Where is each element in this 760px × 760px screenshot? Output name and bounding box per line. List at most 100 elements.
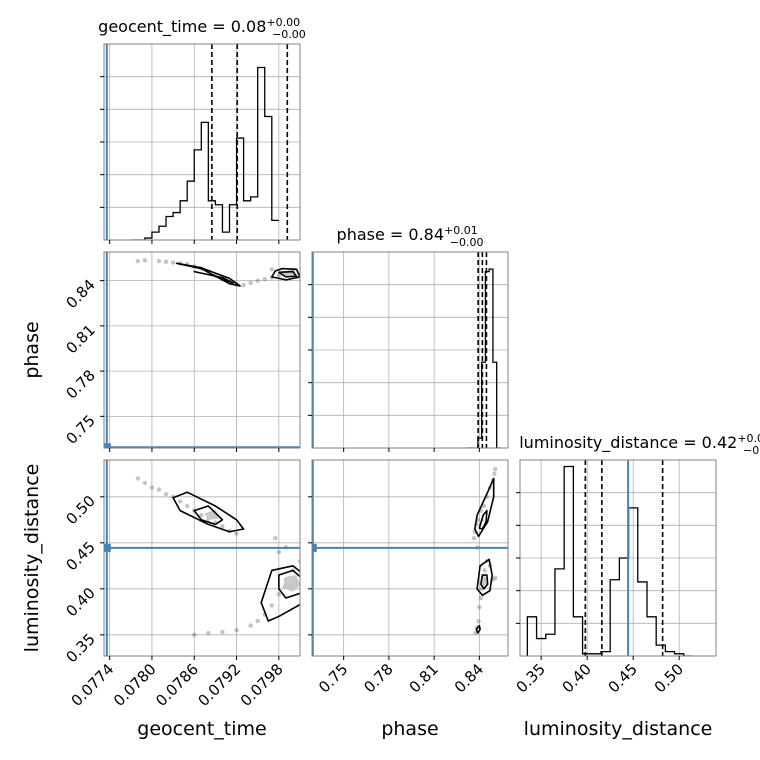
contour-ogtph-3 <box>278 270 298 278</box>
sample-point-ogtph-2 <box>170 260 176 265</box>
sample-point-ophld-0 <box>455 453 459 457</box>
xtick-label-ld-2: 0.45 <box>605 660 641 696</box>
panel-title-down-ph: −0.00 <box>450 236 484 249</box>
ylabel-ld: luminosity_distance <box>21 464 43 653</box>
scatter-frame-ophld <box>311 459 509 657</box>
ytick-label-ph-2: 0.81 <box>62 321 98 357</box>
xtick-label-gt-0: 0.0774 <box>68 660 118 710</box>
xtick-label-gt-3: 0.0792 <box>195 660 245 710</box>
hist-line-gt <box>130 66 279 240</box>
truth-marker-ogtld <box>104 543 111 552</box>
sample-point-ogtld-9 <box>199 513 204 518</box>
diag-panel-ph <box>312 252 508 448</box>
contour-ophld-1 <box>478 509 488 530</box>
xtick-label-ph-2: 0.81 <box>406 660 442 696</box>
panel-title-down-ld: −0.02 <box>743 444 760 457</box>
contour-ogtld-0 <box>172 491 245 533</box>
contour-ophld-4 <box>475 624 481 634</box>
sample-point-ogtph-13 <box>248 280 253 286</box>
panel-title-gt: geocent_time = 0.08+0.00 −0.00 <box>98 16 306 41</box>
scatter-panel-gt-ld <box>104 460 300 656</box>
sample-point-ogtph-1 <box>163 259 169 264</box>
sample-point-ophld-6 <box>481 503 487 509</box>
density-fill-ogtld-1 <box>282 575 300 592</box>
scatter-panel-gt-ph <box>104 252 300 448</box>
sample-point-ogtph-22 <box>135 258 141 264</box>
sample-point-ogtph-14 <box>255 278 260 283</box>
sample-point-ogtld-17 <box>220 629 225 635</box>
panel-title-ph: phase = 0.84+0.01 −0.00 <box>337 224 484 249</box>
sample-point-ophld-18 <box>482 568 487 573</box>
panel-title-up-gt: +0.00 <box>266 16 300 29</box>
sample-point-ogtld-27 <box>276 549 282 555</box>
truth-marker-ogtph <box>104 443 111 448</box>
xtick-label-gt-4: 0.0798 <box>237 660 287 710</box>
xlabel-gt: geocent_time <box>137 718 266 740</box>
contour-ogtld-2 <box>260 565 300 622</box>
sample-point-ogtld-16 <box>206 630 211 636</box>
sample-point-ogtld-29 <box>273 536 278 541</box>
xtick-label-ph-1: 0.78 <box>360 660 396 696</box>
xtick-label-ld-3: 0.50 <box>651 660 687 696</box>
sample-point-ogtld-14 <box>234 531 239 536</box>
sample-point-ogtld-6 <box>177 499 183 504</box>
sample-point-ogtph-24 <box>269 267 274 272</box>
hist-line-ph <box>466 268 501 448</box>
ytick-label-ld-3: 0.50 <box>62 492 98 528</box>
sample-point-ogtld-23 <box>276 592 282 597</box>
scatter-frame-ogtld <box>103 459 301 657</box>
sample-point-ogtld-19 <box>248 623 253 628</box>
sample-point-ogtld-18 <box>234 628 239 633</box>
contour-ogtld-1 <box>193 505 224 526</box>
xlabel-ph: phase <box>381 718 438 740</box>
sample-point-ogtph-17 <box>276 273 282 278</box>
ytick-label-ld-0: 0.35 <box>62 630 98 666</box>
truth-marker-ophld <box>312 543 317 552</box>
ytick-label-ld-2: 0.45 <box>62 538 98 574</box>
xtick-label-ph-0: 0.75 <box>315 660 351 696</box>
scatter-frame-ogtph <box>103 251 301 449</box>
sample-point-ogtph-0 <box>156 258 162 264</box>
scatter-panel-ph-ld <box>312 453 508 656</box>
xtick-label-gt-1: 0.0780 <box>110 660 160 710</box>
sample-point-ogtld-26 <box>297 559 300 564</box>
density-fill-ophld-1 <box>481 575 487 587</box>
sample-point-ogtld-4 <box>163 491 169 497</box>
sample-point-ogtld-15 <box>192 632 197 638</box>
panel-title-down-gt: −0.00 <box>272 28 306 41</box>
contour-ogtph-2 <box>270 267 300 281</box>
sample-point-ogtph-12 <box>241 282 246 288</box>
xtick-label-gt-2: 0.0786 <box>152 660 202 710</box>
sample-point-ophld-11 <box>492 467 498 472</box>
sample-point-ogtph-21 <box>142 258 148 263</box>
sample-point-ogtld-1 <box>142 480 148 486</box>
sample-point-ophld-22 <box>492 575 498 580</box>
sample-point-ophld-14 <box>476 618 481 624</box>
diag-panel-gt <box>104 44 300 240</box>
ytick-label-ph-3: 0.84 <box>62 276 98 312</box>
ytick-label-ph-0: 0.75 <box>62 411 98 447</box>
contour-ophld-3 <box>480 574 489 590</box>
sample-point-ogtld-12 <box>220 524 225 529</box>
contour-ogtph-1 <box>193 270 234 284</box>
xtick-label-ld-1: 0.40 <box>559 660 595 696</box>
sample-point-ogtld-2 <box>149 485 155 490</box>
sample-point-ogtld-7 <box>184 503 190 509</box>
contour-ophld-2 <box>476 558 493 597</box>
panel-title-up-ld: +0.06 <box>737 432 760 445</box>
sample-point-ophld-1 <box>471 536 477 541</box>
contour-ogtph-0 <box>175 262 241 287</box>
sample-point-ophld-15 <box>477 605 482 610</box>
diag-panel-ld <box>520 460 716 656</box>
xlabel-ld: luminosity_distance <box>524 718 713 740</box>
ytick-label-ph-1: 0.78 <box>62 366 98 402</box>
ytick-label-ld-1: 0.40 <box>62 584 98 620</box>
ylabel-ph: phase <box>21 321 43 378</box>
contour-ophld-0 <box>474 477 495 538</box>
panel-title-up-ph: +0.01 <box>444 224 478 237</box>
hist-line-ld <box>526 465 693 656</box>
xtick-label-ld-0: 0.35 <box>513 660 549 696</box>
sample-point-ogtld-20 <box>255 618 260 624</box>
sample-point-ogtld-0 <box>135 476 141 481</box>
